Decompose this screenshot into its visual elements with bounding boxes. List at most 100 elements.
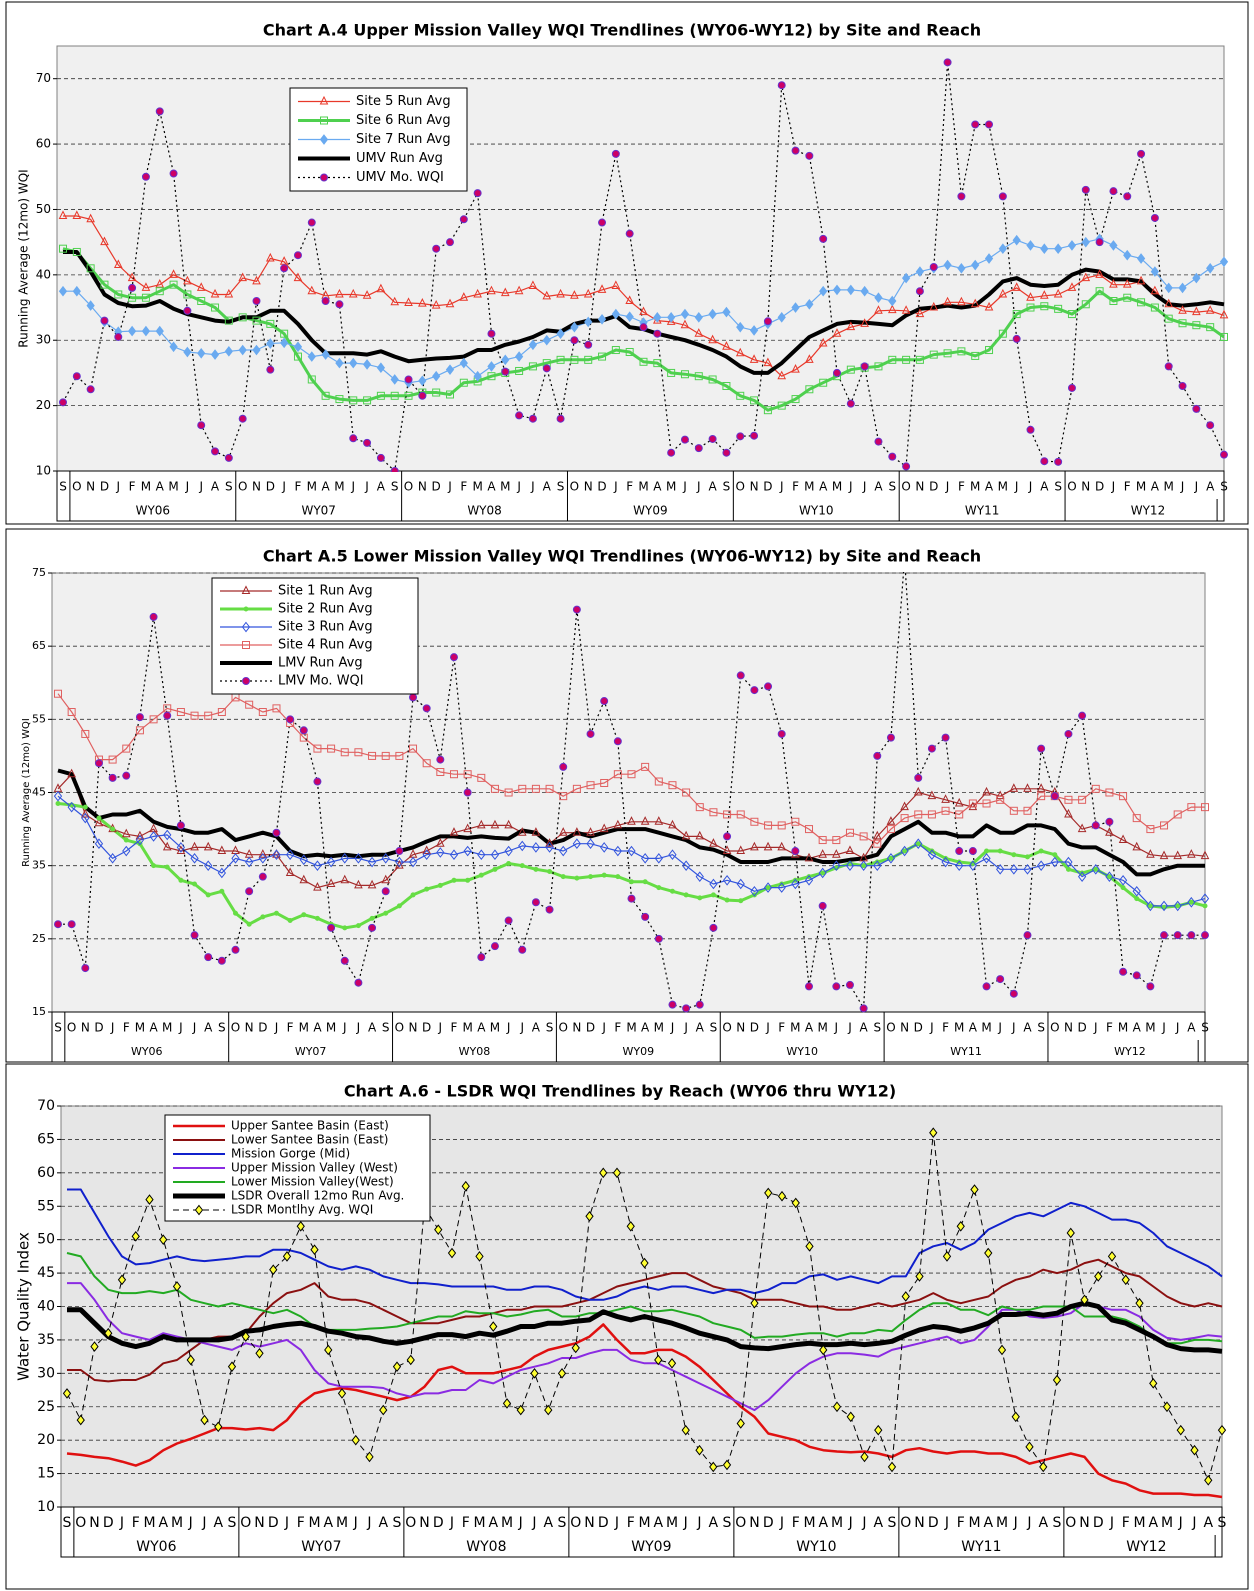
marker bbox=[252, 297, 261, 305]
marker bbox=[1052, 852, 1058, 858]
y-tick-label: 75 bbox=[32, 566, 46, 579]
marker bbox=[376, 453, 385, 462]
marker bbox=[487, 372, 496, 381]
legend-marker bbox=[319, 95, 329, 105]
marker bbox=[763, 317, 772, 326]
x-axis-box bbox=[51, 1011, 1206, 1063]
x-tick-label: M bbox=[998, 480, 1008, 494]
marker bbox=[108, 755, 117, 764]
marker bbox=[238, 414, 247, 423]
x-group-label: WY06 bbox=[136, 504, 170, 518]
marker bbox=[436, 755, 445, 764]
legend-label: Lower Mission Valley(West) bbox=[231, 1175, 394, 1189]
plot bbox=[62, 1127, 1227, 1499]
marker bbox=[927, 744, 936, 753]
marker bbox=[217, 845, 227, 855]
marker bbox=[354, 748, 363, 757]
x-group-label: WY06 bbox=[136, 1539, 176, 1555]
x-tick-label: M bbox=[1145, 1021, 1155, 1035]
marker bbox=[285, 849, 295, 861]
marker bbox=[1109, 297, 1118, 305]
marker bbox=[791, 146, 800, 155]
marker bbox=[1119, 792, 1128, 801]
marker bbox=[335, 357, 344, 369]
marker bbox=[149, 612, 158, 621]
marker bbox=[750, 431, 759, 440]
marker bbox=[81, 808, 90, 818]
marker bbox=[67, 708, 76, 717]
x-tick-label: J bbox=[356, 1021, 361, 1035]
marker bbox=[516, 1404, 525, 1416]
marker bbox=[791, 817, 800, 826]
marker bbox=[777, 729, 786, 738]
marker bbox=[504, 845, 513, 857]
marker bbox=[141, 293, 150, 302]
marker bbox=[1206, 421, 1215, 430]
x-tick-label: S bbox=[1053, 1515, 1062, 1531]
y-tick-label: 65 bbox=[32, 639, 46, 652]
x-tick-label: A bbox=[487, 480, 496, 494]
marker bbox=[72, 247, 81, 256]
marker bbox=[445, 364, 455, 375]
marker bbox=[169, 341, 178, 353]
marker bbox=[299, 726, 308, 735]
x-tick-label: N bbox=[1081, 480, 1090, 494]
marker bbox=[145, 1194, 154, 1205]
x-tick-label: J bbox=[364, 480, 369, 494]
marker bbox=[804, 874, 814, 886]
marker bbox=[625, 229, 634, 238]
marker bbox=[1091, 784, 1100, 793]
marker bbox=[376, 391, 385, 400]
marker bbox=[777, 882, 786, 893]
marker bbox=[641, 762, 650, 771]
x-tick-label: D bbox=[100, 480, 109, 494]
marker bbox=[76, 1414, 85, 1426]
marker bbox=[709, 838, 718, 847]
marker bbox=[58, 285, 68, 297]
y-tick-label: 20 bbox=[37, 1432, 55, 1448]
marker bbox=[968, 801, 978, 811]
marker bbox=[777, 1190, 787, 1202]
marker bbox=[476, 819, 486, 829]
marker bbox=[337, 1388, 347, 1399]
x-tick-label: J bbox=[281, 480, 286, 494]
x-tick-label: J bbox=[518, 1515, 523, 1531]
x-tick-label: D bbox=[94, 1021, 103, 1035]
chart: Chart A.6 - LSDR WQI Trendlines by Reach… bbox=[5, 1063, 1249, 1590]
marker bbox=[217, 708, 226, 717]
marker bbox=[654, 934, 663, 943]
marker bbox=[588, 874, 594, 880]
marker bbox=[611, 280, 621, 289]
marker bbox=[113, 259, 123, 269]
marker bbox=[1134, 896, 1140, 902]
x-tick-label: A bbox=[819, 480, 828, 494]
marker bbox=[172, 1281, 182, 1292]
marker bbox=[409, 693, 418, 702]
x-tick-label: S bbox=[557, 480, 565, 494]
marker bbox=[710, 892, 716, 898]
x-tick-label: M bbox=[790, 1021, 800, 1035]
marker bbox=[1011, 1411, 1020, 1423]
marker bbox=[777, 821, 786, 830]
marker bbox=[680, 319, 690, 329]
marker bbox=[1012, 282, 1021, 291]
x-tick-label: S bbox=[888, 1515, 897, 1531]
marker bbox=[449, 849, 459, 861]
marker bbox=[1105, 871, 1114, 882]
marker bbox=[307, 218, 316, 227]
marker bbox=[1178, 305, 1187, 314]
marker bbox=[192, 881, 198, 887]
marker bbox=[1119, 967, 1128, 976]
marker bbox=[902, 462, 911, 471]
x-tick-label: A bbox=[873, 1515, 883, 1531]
marker bbox=[210, 288, 220, 298]
marker bbox=[1009, 989, 1018, 998]
x-tick-label: F bbox=[778, 1021, 785, 1035]
marker bbox=[680, 308, 690, 320]
x-group-label: WY10 bbox=[799, 504, 833, 518]
marker bbox=[971, 259, 980, 271]
marker bbox=[231, 945, 240, 954]
marker bbox=[874, 362, 883, 371]
marker bbox=[1132, 814, 1141, 823]
x-tick-label: N bbox=[750, 480, 759, 494]
